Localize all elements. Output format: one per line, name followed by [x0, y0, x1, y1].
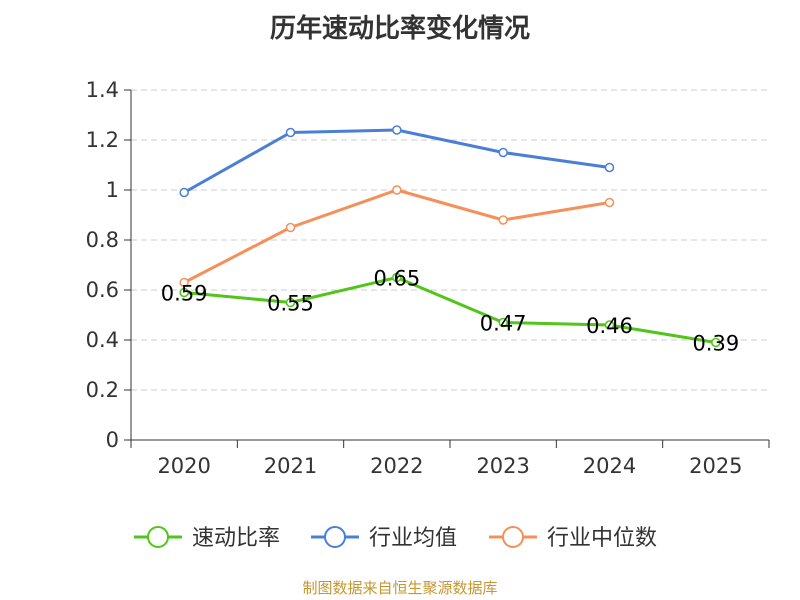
legend-item: 行业中位数 [489, 526, 657, 551]
data-point [604, 197, 615, 208]
data-point [285, 127, 296, 138]
legend-label: 速动比率 [192, 526, 280, 551]
source-note: 制图数据来自恒生聚源数据库 [302, 579, 498, 597]
data-point [711, 337, 721, 348]
series-lines [179, 125, 721, 348]
data-point [285, 222, 296, 233]
axes: 0 0.2 0.4 0.6 0.8 1 1.2 1.4 2020 2021 2022 2023 2024… [86, 78, 770, 478]
x-tick-label: 2020 [157, 454, 210, 478]
data-point [498, 317, 508, 328]
series-line-行业均值 [183, 128, 610, 194]
data-label: 0.59 [161, 282, 208, 306]
data-label: 0.47 [480, 312, 527, 336]
x-tick-label: 2023 [476, 454, 529, 478]
legend-marker [147, 526, 169, 548]
chart-title: 历年速动比率变化情况 [269, 14, 530, 44]
data-label: 0.65 [373, 267, 420, 291]
legend-marker [502, 526, 524, 548]
series-line-速动比率 [184, 276, 717, 344]
x-tick-label: 2021 [264, 454, 317, 478]
y-tick-label: 1.2 [86, 128, 119, 152]
data-label: 0.39 [692, 332, 739, 356]
data-point [179, 277, 189, 288]
data-point [392, 125, 402, 135]
y-tick-label: 0.8 [86, 228, 119, 252]
data-point [498, 215, 508, 225]
y-tick-label: 0.6 [86, 278, 119, 302]
data-point [604, 162, 615, 173]
x-tick-label: 2022 [370, 454, 423, 478]
legend: 速动比率 行业均值 行业中位数 [134, 526, 657, 551]
legend-label: 行业中位数 [547, 526, 657, 551]
legend-item: 行业均值 [311, 526, 457, 551]
data-point [392, 272, 402, 283]
legend-item: 速动比率 [134, 526, 280, 551]
y-tick-label: 1 [106, 178, 119, 202]
legend-marker [324, 526, 346, 548]
y-tick-label: 0 [106, 428, 119, 452]
y-tick-label: 0.2 [86, 378, 119, 402]
data-point [392, 185, 402, 195]
y-tick-label: 0.4 [86, 328, 119, 352]
data-label: 0.55 [267, 292, 314, 316]
data-point [179, 187, 189, 198]
x-tick-label: 2024 [583, 454, 636, 478]
data-label: 0.46 [586, 314, 633, 338]
data-point [604, 320, 615, 330]
data-labels: 0.59 0.55 0.65 0.47 0.46 0.39 [161, 267, 739, 356]
data-point [179, 287, 189, 298]
grid-lines [131, 89, 770, 391]
x-tick-label: 2025 [689, 454, 742, 478]
y-tick-label: 1.4 [86, 78, 119, 102]
legend-label: 行业均值 [369, 526, 457, 551]
data-point [498, 147, 508, 158]
data-point [285, 297, 296, 308]
